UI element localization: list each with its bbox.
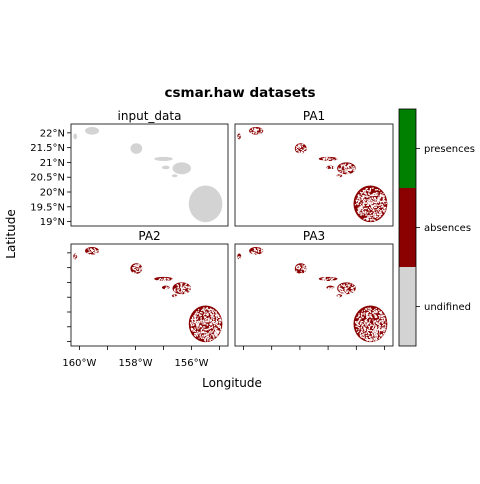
- island: [171, 174, 178, 178]
- lat-tick-label: 19.5°N: [30, 202, 65, 213]
- speckle-layer: [295, 264, 307, 275]
- legend: presences absences undifined: [398, 108, 475, 347]
- panel-title-pa1: PA1: [303, 109, 325, 123]
- panel-frame: [234, 243, 394, 347]
- panel-title-pa2: PA2: [138, 229, 160, 243]
- speckle-layer: [337, 295, 343, 298]
- lat-tick-label: 21°N: [40, 158, 65, 169]
- lat-tick-label: 22°N: [40, 128, 65, 139]
- axes: 22°N 21.5°N 21°N 20.5°N 20°N 19.5°N 19°N 160°W 1…: [30, 128, 385, 369]
- lon-tick-label: 158°W: [118, 358, 152, 369]
- legend-label-undifined: undifined: [424, 302, 471, 313]
- legend-swatch-absences: [399, 188, 416, 267]
- speckle-layer: [173, 283, 191, 295]
- speckle-layer: [338, 163, 356, 175]
- lon-tick-label: 156°W: [175, 358, 209, 369]
- map-panels: input_data PA1 PA2 PA3: [70, 109, 394, 347]
- speckle-layer: [132, 264, 143, 275]
- y-axis-label: Latitude: [4, 209, 18, 258]
- panel-input_data: input_data: [70, 109, 229, 227]
- panel-title-pa3: PA3: [303, 229, 325, 243]
- speckle-layer: [237, 256, 242, 261]
- x-axis-label: Longitude: [202, 376, 262, 390]
- legend-swatch-undifined: [399, 267, 416, 346]
- panel-frame: [70, 243, 229, 347]
- island: [85, 126, 100, 135]
- panel-pa3: PA3: [234, 229, 394, 347]
- legend-label-presences: presences: [424, 144, 475, 155]
- legend-swatch-presences: [399, 109, 416, 188]
- island-absences: [161, 285, 170, 290]
- speckle-layer: [295, 143, 307, 155]
- island: [154, 156, 173, 161]
- panel-pa2: PA2: [70, 229, 229, 347]
- speckle-layer: [73, 254, 78, 260]
- panel-title-input_data: input_data: [118, 109, 182, 123]
- speckle-layer: [354, 187, 387, 222]
- panel-frame: [70, 123, 229, 227]
- speckle-layer: [327, 165, 335, 171]
- island: [73, 133, 78, 140]
- island: [161, 165, 170, 170]
- speckle-layer: [164, 286, 170, 290]
- lat-tick-label: 20.5°N: [30, 173, 65, 184]
- island: [130, 143, 143, 154]
- speckle-layer: [250, 247, 264, 256]
- lon-tick-label: 160°W: [62, 358, 96, 369]
- speckle-layer: [237, 134, 242, 140]
- speckle-layer: [86, 248, 99, 256]
- lat-tick-label: 21.5°N: [30, 143, 65, 154]
- legend-frame: [398, 108, 417, 347]
- speckle-layer: [337, 174, 341, 178]
- speckle-layer: [327, 286, 334, 290]
- lat-tick-label: 20°N: [40, 188, 65, 199]
- speckle-layer: [338, 283, 355, 295]
- speckle-layer: [321, 157, 337, 162]
- lat-tick-label: 19°N: [40, 217, 65, 228]
- figure-title: csmar.haw datasets: [165, 85, 316, 101]
- speckle-layer: [321, 277, 335, 282]
- panel-frame: [234, 123, 394, 227]
- legend-label-absences: absences: [424, 223, 471, 234]
- speckle-layer: [190, 307, 222, 342]
- speckle-layer: [157, 277, 173, 282]
- speckle-layer: [355, 307, 387, 342]
- island: [188, 185, 223, 223]
- island: [172, 162, 191, 175]
- panel-pa1: PA1: [234, 109, 394, 227]
- island-absences: [326, 165, 335, 170]
- speckle-layer: [250, 127, 263, 135]
- speckle-layer: [173, 294, 178, 299]
